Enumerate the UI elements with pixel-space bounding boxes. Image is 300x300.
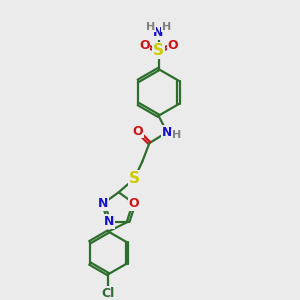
Text: O: O: [132, 124, 143, 138]
Text: N: N: [98, 197, 109, 210]
Text: O: O: [139, 39, 150, 52]
Text: N: N: [104, 215, 114, 228]
Text: N: N: [162, 126, 172, 139]
Text: N: N: [153, 26, 164, 40]
Text: H: H: [162, 22, 171, 32]
Text: S: S: [129, 171, 140, 186]
Text: Cl: Cl: [102, 287, 115, 300]
Text: O: O: [129, 197, 140, 210]
Text: H: H: [172, 130, 181, 140]
Text: H: H: [146, 22, 155, 32]
Text: S: S: [153, 43, 164, 58]
Text: O: O: [167, 39, 178, 52]
